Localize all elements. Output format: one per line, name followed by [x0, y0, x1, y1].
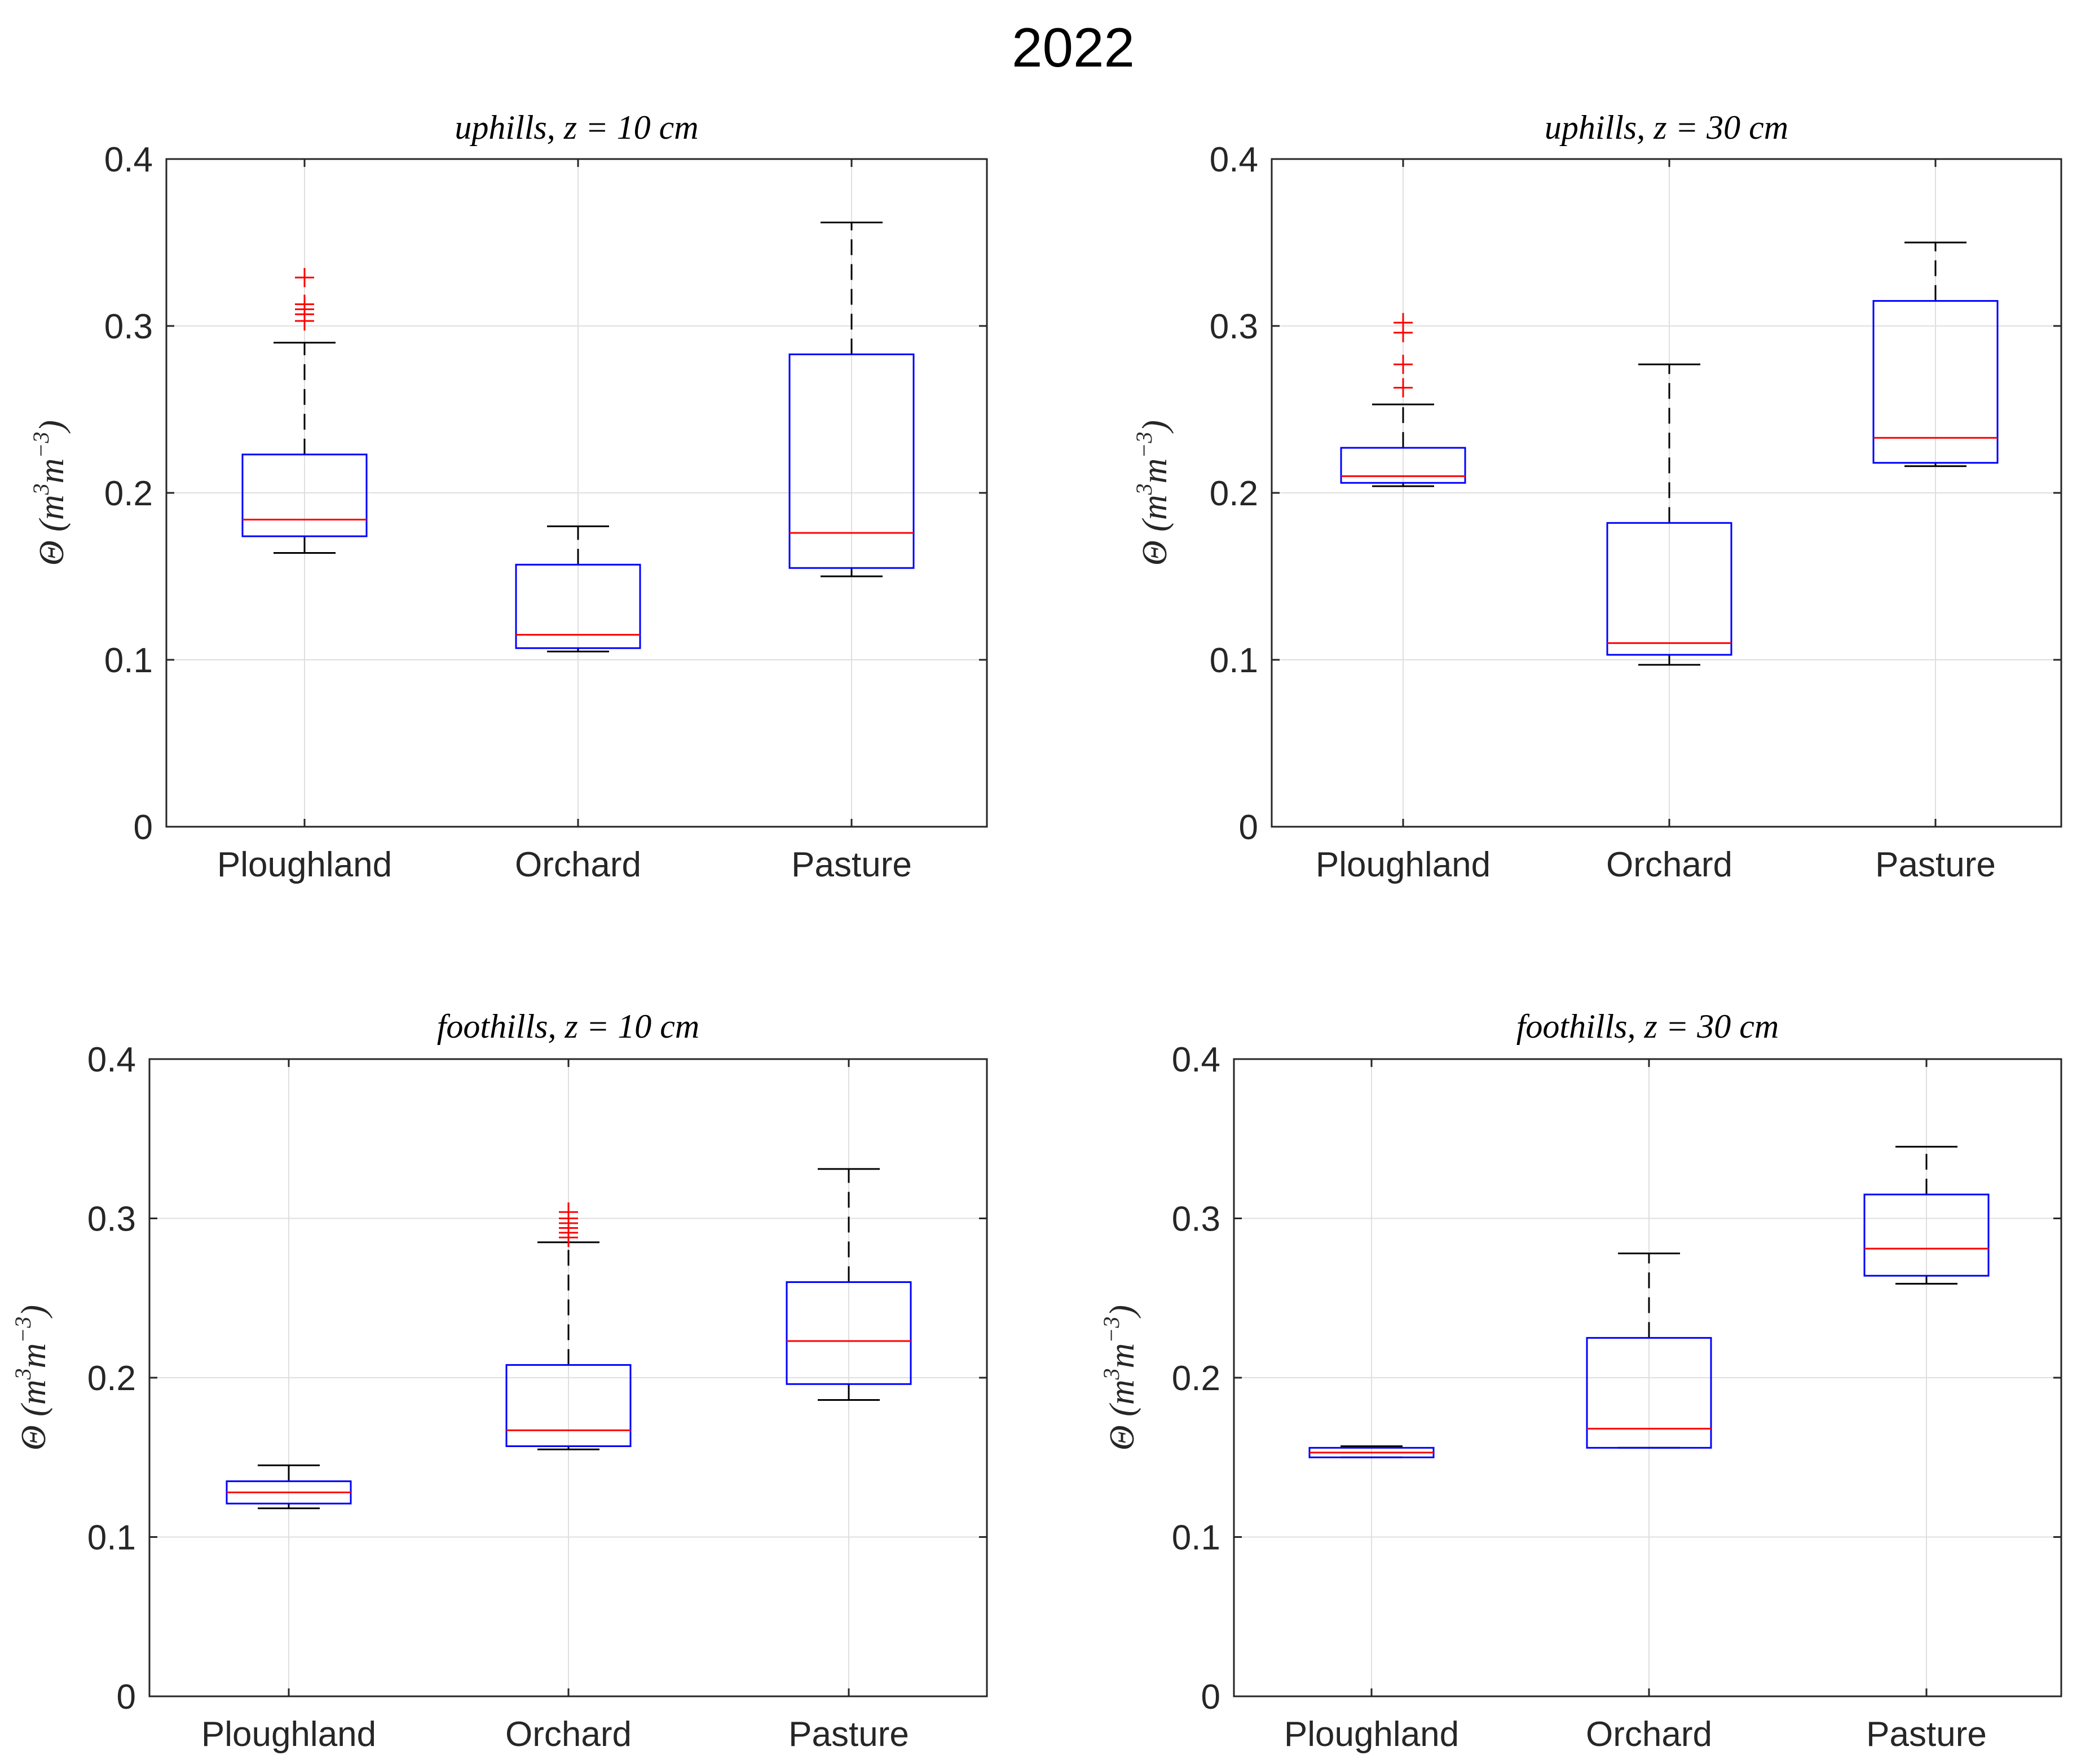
y-tick-label: 0.2 [1210, 474, 1258, 513]
y-tick-label: 0 [117, 1678, 136, 1717]
outlier-marker [1394, 313, 1413, 333]
x-tick-label: Ploughland [1284, 1715, 1459, 1754]
y-tick-label: 0.3 [1210, 307, 1258, 346]
x-tick-label: Orchard [515, 845, 641, 884]
x-tick-label: Pasture [1875, 845, 1996, 884]
box-iqr [1586, 1337, 1712, 1449]
y-tick-label: 0.3 [1172, 1200, 1220, 1239]
box-iqr [1863, 1193, 1990, 1277]
y-tick-label: 0 [1201, 1678, 1220, 1717]
box-pasture [1872, 241, 1999, 468]
box-iqr [1872, 300, 1999, 464]
y-tick-label: 0.4 [104, 140, 153, 179]
y-tick-label: 0.4 [1172, 1040, 1220, 1079]
subplot-3: 0 0.1 0.2 0.3 0.4 Ploughland Orchard Pasture foo… [10, 1008, 988, 1754]
y-tick-label: 0.1 [87, 1519, 136, 1558]
box-iqr [505, 1364, 632, 1447]
y-tick-label: 0.2 [87, 1359, 136, 1398]
y-tick-label: 0.4 [1210, 140, 1258, 179]
box-ploughland [241, 268, 368, 554]
x-tick-label: Ploughland [217, 845, 392, 884]
box-pasture [1863, 1145, 1990, 1285]
y-axis-label: Θ (m3m−3) [1099, 1305, 1141, 1450]
x-tick-label: Ploughland [1316, 845, 1491, 884]
y-tick-label: 0 [134, 808, 153, 847]
y-tick-label: 0 [1239, 808, 1258, 847]
x-tick-label: Pasture [1866, 1715, 1987, 1754]
box-pasture [788, 221, 915, 577]
y-tick-label: 0.2 [1172, 1359, 1220, 1398]
y-tick-label: 0.3 [87, 1200, 136, 1239]
outlier-marker [559, 1202, 578, 1222]
outlier-marker [295, 294, 314, 314]
outlier-marker [295, 268, 314, 288]
subplot-2: 0 0.1 0.2 0.3 0.4 Ploughland Orchard Pasture uph… [1131, 109, 2062, 884]
y-tick-label: 0.2 [104, 474, 153, 513]
subplot-4: 0 0.1 0.2 0.3 0.4 Ploughland Orchard Pasture foo… [1099, 1008, 2062, 1754]
box-iqr [786, 1281, 912, 1385]
box-orchard [505, 1202, 632, 1450]
subplot-title: foothills, z = 30 cm [1516, 1008, 1779, 1045]
x-tick-label: Pasture [791, 845, 912, 884]
subplot-1: 0 0.1 0.2 0.3 0.4 Ploughland Orchard Pasture uph… [28, 109, 988, 884]
y-axis-label: Θ (m3m−3) [28, 420, 71, 566]
y-axis-label: Θ (m3m−3) [1131, 420, 1174, 566]
subplot-title: foothills, z = 10 cm [437, 1008, 700, 1045]
subplot-title: uphills, z = 30 cm [1545, 109, 1788, 146]
subplot-title: uphills, z = 10 cm [455, 109, 698, 146]
outlier-marker [1394, 355, 1413, 374]
box-orchard [1586, 1253, 1712, 1449]
box-iqr [1606, 522, 1732, 656]
figure-title: 2022 [1012, 16, 1135, 78]
y-tick-label: 0.3 [104, 307, 153, 346]
x-tick-label: Orchard [1606, 845, 1732, 884]
box-iqr [241, 453, 368, 537]
y-tick-label: 0.1 [1172, 1519, 1220, 1558]
box-ploughland [226, 1464, 352, 1510]
box-ploughland [1340, 313, 1466, 487]
box-iqr [1340, 447, 1466, 484]
box-orchard [515, 525, 641, 652]
box-iqr [515, 563, 641, 649]
y-tick-label: 0.4 [87, 1040, 136, 1079]
x-tick-label: Orchard [505, 1715, 632, 1754]
box-iqr [788, 353, 915, 569]
y-tick-label: 0.1 [104, 641, 153, 680]
box-pasture [786, 1168, 912, 1401]
x-tick-label: Pasture [788, 1715, 909, 1754]
x-tick-label: Ploughland [201, 1715, 376, 1754]
x-tick-label: Orchard [1586, 1715, 1712, 1754]
box-ploughland [1308, 1445, 1435, 1458]
box-orchard [1606, 363, 1732, 666]
y-tick-label: 0.1 [1210, 641, 1258, 680]
outlier-marker [1394, 378, 1413, 398]
y-axis-label: Θ (m3m−3) [10, 1305, 53, 1450]
